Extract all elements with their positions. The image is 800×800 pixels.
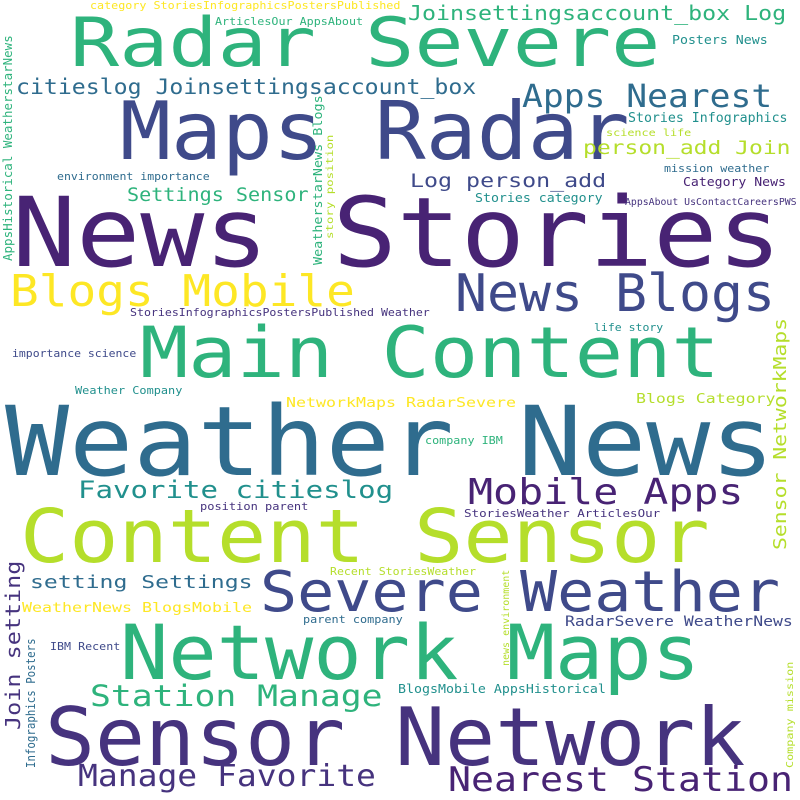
- word-severe-weather: Severe Weather: [260, 560, 781, 625]
- word-log-person-add: Log person_add: [410, 170, 607, 192]
- word-company-mission: Company mission: [785, 661, 796, 768]
- word-recent-storiesweather: Recent StoriesWeather: [330, 565, 477, 578]
- word-favorite-citieslog: Favorite citieslog: [78, 476, 394, 504]
- word-nearest-station: Nearest Station: [448, 760, 794, 800]
- word-weatherstarnews-blogs: WeatherstarNews Blogs: [311, 95, 325, 266]
- word-story-position: story position: [325, 134, 336, 239]
- word-content-sensor: Content Sensor: [20, 494, 710, 580]
- word-sensor-network: Sensor Network: [45, 691, 746, 784]
- word-join-setting: Join setting: [1, 560, 25, 730]
- word-person-add-join: person_add Join: [583, 137, 791, 159]
- word-parent-company: parent company: [303, 613, 403, 626]
- word-company-ibm: company IBM: [425, 434, 503, 447]
- word-stories-infographics: Stories Infographics: [628, 111, 788, 126]
- word-posters-news: Posters News: [672, 33, 768, 47]
- word-life-story: life story: [594, 321, 664, 334]
- word-stories-category: Stories category: [475, 191, 603, 205]
- word-news-stories: News Stories: [12, 177, 782, 289]
- word-joinsettings-log: Joinsettingsaccount_box Log: [408, 1, 787, 25]
- word-settings-sensor: Settings Sensor: [127, 184, 309, 206]
- word-mobile-apps: Mobile Apps: [468, 472, 744, 513]
- word-category-news: Category News: [683, 175, 786, 189]
- word-manage-favorite: Manage Favorite: [78, 759, 376, 794]
- word-news-blogs: News Blogs: [455, 264, 776, 324]
- word-importance-science: importance science: [12, 347, 137, 360]
- word-science-life: science life: [606, 128, 692, 139]
- word-radar-severe: Radar Severe: [70, 4, 661, 83]
- word-appsabout-uscontact: AppsAbout UsContactCareersPWS: [625, 197, 797, 208]
- word-citieslog-join: citieslog Joinsettingsaccount_box: [16, 75, 477, 99]
- word-maps-radar: Maps Radar: [120, 85, 630, 178]
- word-setting-settings: setting Settings: [30, 572, 253, 593]
- word-news-environment: news environment: [501, 569, 512, 666]
- word-main-content: Main Content: [140, 312, 720, 394]
- word-blogs-category: Blogs Category: [636, 392, 776, 407]
- word-network-maps: Network Maps: [120, 608, 701, 697]
- word-storiesinfographics-weather: StoriesInfographicsPostersPublished Weat…: [130, 306, 430, 319]
- word-weather-news: Weather News: [5, 386, 775, 498]
- word-storiesweather-articlesour: StoriesWeather ArticlesOur: [464, 507, 661, 520]
- word-category-storiesinfographics: category StoriesInfographicsPostersPubli…: [90, 0, 401, 12]
- word-weather-company: Weather Company: [75, 384, 183, 397]
- word-radarsevere-weathernews: RadarSevere WeatherNews: [565, 614, 793, 630]
- word-apps-nearest: Apps Nearest: [522, 77, 773, 115]
- word-sensor-networkmaps: Sensor NetworkMaps: [770, 317, 791, 550]
- word-position-parent: position parent: [200, 500, 309, 513]
- word-blogsmobile-appshistorical: BlogsMobile AppsHistorical: [398, 682, 606, 696]
- word-infographics-posters: Infographics Posters: [24, 638, 38, 768]
- word-blogs-mobile: Blogs Mobile: [10, 266, 355, 317]
- word-station-manage: Station Manage: [90, 679, 383, 713]
- word-environment-importance: environment importance: [57, 170, 210, 183]
- word-weathernews-blogsmobile: WeatherNews BlogsMobile: [22, 601, 253, 616]
- word-articlesour-appsabout: ArticlesOur AppsAbout: [215, 15, 364, 28]
- word-ibm-recent: IBM Recent: [50, 640, 121, 653]
- word-appshistorical-weatherstarnews: AppsHistorical WeatherstarNews: [1, 35, 15, 261]
- word-mission-weather: mission weather: [664, 162, 770, 175]
- word-networkmaps-radarsevere: NetworkMaps RadarSevere: [286, 396, 517, 411]
